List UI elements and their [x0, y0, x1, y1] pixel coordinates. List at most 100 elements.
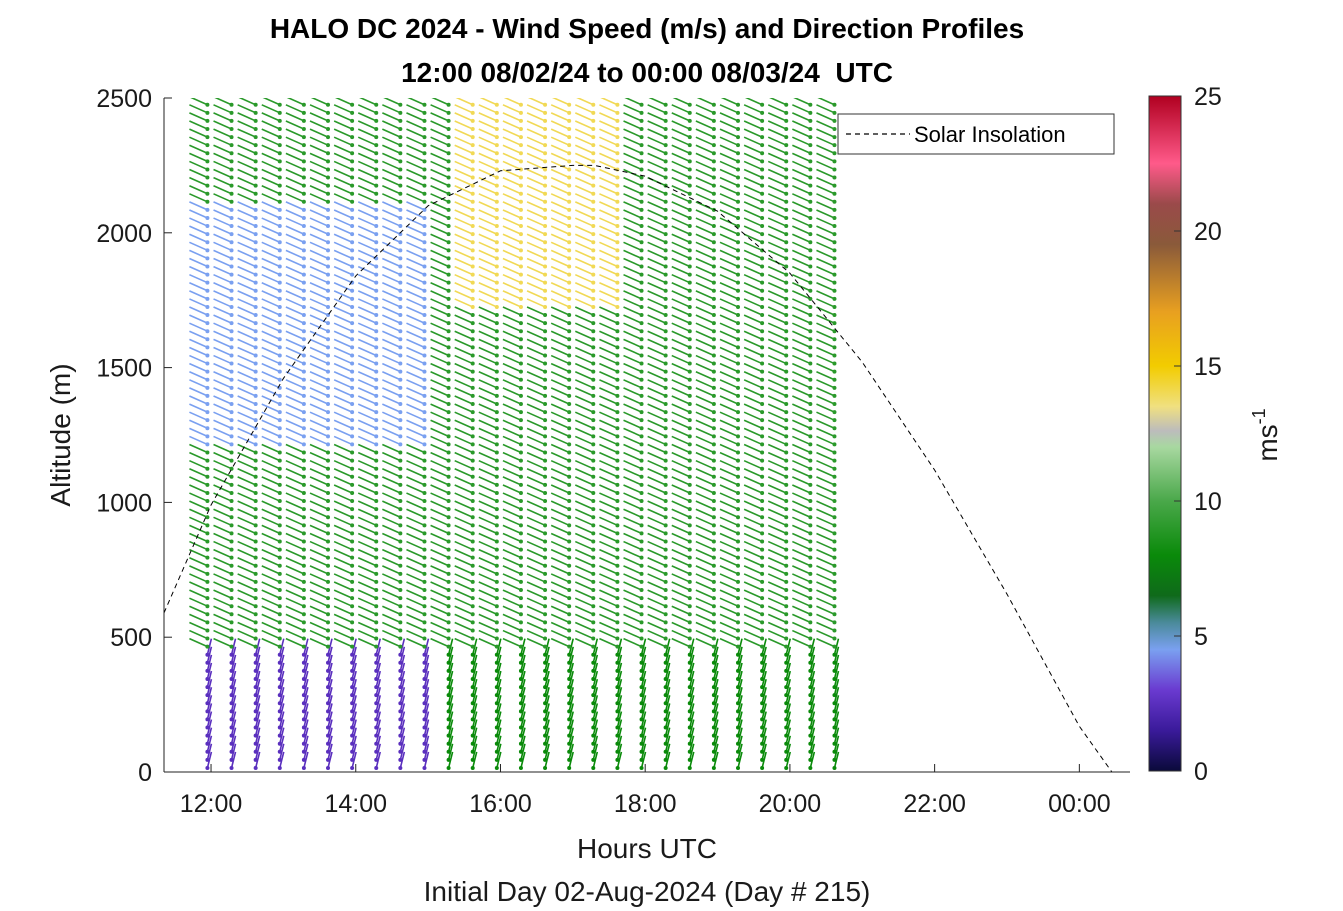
wind-arrow [623, 136, 642, 146]
wind-arrow [454, 136, 474, 146]
wind-arrow [737, 638, 743, 655]
wind-arrow-head [326, 434, 331, 439]
wind-arrow [430, 581, 449, 591]
wind-arrow [816, 104, 835, 114]
wind-arrow-head [760, 515, 765, 520]
wind-arrow-head [784, 717, 789, 722]
wind-arrow [406, 314, 425, 324]
wind-arrow [761, 711, 767, 728]
wind-arrow-head [374, 272, 379, 277]
wind-arrow [785, 703, 792, 720]
wind-arrow-head [253, 701, 258, 706]
wind-arrow-head [639, 280, 644, 285]
wind-arrow-head [470, 652, 475, 657]
wind-arrow-head [301, 644, 306, 649]
wind-arrow [375, 678, 382, 696]
wind-arrow-head [277, 159, 282, 164]
wind-arrow-head [422, 709, 427, 714]
wind-arrow-head [253, 232, 258, 237]
wind-arrow-head [470, 224, 475, 229]
wind-arrow [695, 435, 715, 446]
wind-arrow-head [784, 701, 789, 706]
wind-arrow-head [446, 660, 451, 665]
wind-arrow-head [567, 571, 572, 576]
wind-arrow [430, 322, 449, 332]
wind-arrow-head [326, 175, 331, 180]
wind-arrow [206, 654, 213, 672]
wind-arrow-head [422, 240, 427, 245]
wind-arrow-head [446, 215, 451, 220]
wind-arrow-head [735, 555, 740, 560]
wind-arrow-head [639, 612, 644, 617]
wind-arrow-head [711, 393, 716, 398]
wind-arrow [767, 273, 787, 284]
wind-arrow-head [663, 232, 668, 237]
wind-arrow [526, 371, 546, 381]
wind-arrow-head [639, 660, 644, 665]
wind-arrow [478, 565, 498, 575]
wind-arrow-head [277, 135, 282, 140]
wind-arrow-head [350, 151, 355, 156]
wind-arrow [616, 703, 623, 720]
wind-arrow [357, 257, 377, 268]
wind-arrow-head [735, 474, 740, 479]
wind-arrow [816, 241, 835, 252]
wind-arrow-head [711, 612, 716, 617]
wind-arrow-head [326, 693, 331, 698]
wind-arrow-head [350, 531, 355, 536]
wind-arrow [792, 403, 811, 413]
wind-arrow-head [494, 369, 499, 374]
wind-arrow-head [832, 458, 837, 463]
wind-arrow-head [253, 215, 258, 220]
wind-arrow-head [808, 474, 813, 479]
wind-arrow [792, 395, 811, 405]
wind-arrow [189, 613, 208, 624]
wind-arrow-head [687, 709, 692, 714]
wind-arrow [719, 257, 739, 268]
wind-arrow-head [494, 118, 499, 123]
wind-arrow-head [494, 490, 499, 495]
wind-arrow [647, 241, 666, 252]
wind-arrow [743, 273, 763, 284]
wind-arrow [303, 662, 309, 680]
wind-arrow-head [735, 264, 740, 269]
wind-arrow-head [470, 474, 475, 479]
wind-arrow [206, 662, 213, 680]
wind-arrow-head [784, 660, 789, 665]
wind-arrow [478, 459, 498, 470]
wind-arrow [382, 565, 401, 575]
wind-arrow [189, 233, 208, 243]
wind-arrow-head [591, 628, 596, 633]
wind-arrow-head [760, 757, 765, 762]
wind-arrow [309, 120, 329, 130]
wind-arrow [382, 532, 401, 543]
wind-arrow-head [832, 685, 837, 690]
wind-arrow-head [615, 167, 620, 172]
wind-arrow [333, 419, 353, 429]
wind-arrow-head [711, 329, 716, 334]
wind-arrow-head [832, 232, 837, 237]
wind-arrow-head [470, 442, 475, 447]
wind-arrow-head [253, 240, 258, 245]
wind-arrow-head [301, 313, 306, 318]
wind-arrow-head [687, 668, 692, 673]
wind-arrow-head [398, 757, 403, 762]
wind-arrow-head [374, 628, 379, 633]
wind-arrow [720, 98, 739, 106]
wind-arrow [254, 687, 261, 704]
wind-arrow-head [615, 588, 620, 593]
wind-arrow-head [374, 167, 379, 172]
wind-arrow-head [518, 555, 523, 560]
wind-arrow-head [808, 248, 813, 253]
wind-arrow-head [518, 588, 523, 593]
wind-arrow-head [518, 765, 523, 770]
wind-arrow [574, 338, 594, 349]
wind-arrow-head [350, 765, 355, 770]
wind-arrow [713, 687, 719, 704]
wind-arrow [767, 104, 787, 114]
wind-arrow-head [784, 385, 789, 390]
wind-arrow [357, 524, 377, 535]
wind-arrow [333, 508, 353, 518]
wind-arrow [430, 354, 449, 365]
wind-arrow-head [639, 143, 644, 148]
